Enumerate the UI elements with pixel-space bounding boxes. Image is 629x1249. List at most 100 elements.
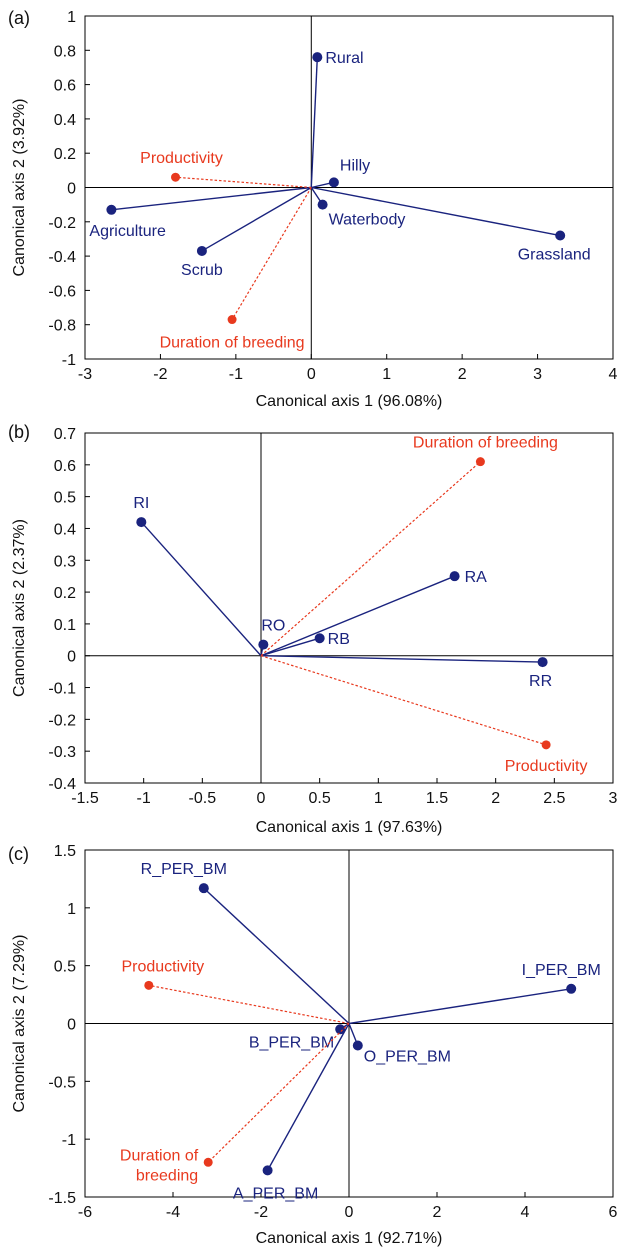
point-label: A_PER_BM	[233, 1185, 318, 1202]
point-label: Productivity	[121, 958, 204, 975]
data-point	[258, 639, 269, 650]
panel-label: (a)	[8, 8, 30, 28]
y-tick-label: -0.5	[48, 1074, 76, 1091]
point-label: RO	[261, 618, 285, 635]
x-tick-label: -2	[254, 1204, 268, 1221]
y-tick-label: 0.4	[54, 521, 76, 538]
point-label: B_PER_BM	[249, 1034, 334, 1051]
x-tick-label: 0.5	[309, 790, 331, 807]
y-axis-title: Canonical axis 2 (3.92%)	[11, 99, 28, 277]
x-axis-title: Canonical axis 1 (92.71%)	[256, 1230, 443, 1247]
species-vector	[260, 575, 455, 657]
y-tick-label: 0	[67, 1017, 76, 1034]
data-point	[198, 883, 209, 894]
environment-vector	[148, 984, 350, 1025]
point-label: Scrub	[181, 262, 223, 279]
species-vector	[311, 186, 561, 237]
y-tick-label: -0.2	[48, 215, 76, 232]
y-tick-label: 0.5	[54, 959, 76, 976]
x-tick-label: -4	[166, 1204, 180, 1221]
x-tick-label: 4	[609, 366, 618, 383]
point-label: Hilly	[340, 157, 370, 174]
point-label: Grassland	[518, 247, 591, 264]
y-tick-label: 1	[67, 9, 76, 26]
y-tick-label: -0.1	[48, 681, 76, 698]
y-tick-label: 1	[67, 901, 76, 918]
data-point	[449, 571, 460, 582]
species-vector	[140, 521, 262, 657]
panel-a: -3 -2 -1 0 1 2 3 4 -1 -0.8 -0.6 -0.4 -0.2 0 0.2 0.4 0.6 0…	[8, 8, 618, 410]
environment-vector	[207, 1023, 350, 1163]
x-tick-label: 1	[382, 366, 391, 383]
y-axis-title: Canonical axis 2 (2.37%)	[11, 519, 28, 697]
panel-b: -1.5 -1 -0.5 0 0.5 1 1.5 2 2.5 3 -0.4 -0.3 -0.2 -0.1 0…	[8, 422, 618, 836]
environment-vector	[260, 655, 547, 746]
y-tick-label: 0.1	[54, 617, 76, 634]
y-tick-label: 0	[67, 181, 76, 198]
data-point	[335, 1024, 346, 1035]
species-vector	[348, 988, 572, 1025]
point-label: O_PER_BM	[364, 1048, 451, 1065]
x-tick-label: -0.5	[189, 790, 217, 807]
plot-frame	[84, 432, 614, 784]
point-label: Duration of breeding	[413, 435, 558, 452]
environment-vector	[260, 461, 481, 657]
point-label: Duration of breeding	[120, 1147, 199, 1184]
point-label: Agriculture	[89, 223, 166, 240]
x-tick-label: -1.5	[71, 790, 99, 807]
point-label: R_PER_BM	[141, 861, 227, 878]
point-label: Productivity	[140, 150, 223, 167]
y-tick-label: 0.7	[54, 426, 76, 443]
data-point	[196, 245, 207, 256]
y-tick-label: -0.3	[48, 744, 76, 761]
y-tick-label: 0	[67, 649, 76, 666]
x-tick-label: -6	[78, 1204, 92, 1221]
point-label: RB	[328, 631, 350, 648]
x-tick-label: 3	[609, 790, 618, 807]
data-point	[537, 657, 548, 668]
y-axis-title: Canonical axis 2 (7.29%)	[11, 935, 28, 1113]
data-point	[106, 204, 117, 215]
y-tick-label: 0.5	[54, 490, 76, 507]
x-axis-title: Canonical axis 1 (97.63%)	[256, 819, 443, 836]
y-tick-label: 0.4	[54, 112, 76, 129]
x-tick-label: 1.5	[426, 790, 448, 807]
species-vector	[310, 57, 319, 188]
data-point	[203, 1157, 213, 1167]
x-tick-label: 0	[345, 1204, 354, 1221]
y-tick-label: -0.2	[48, 712, 76, 729]
x-tick-label: 2	[491, 790, 500, 807]
species-vector	[203, 887, 350, 1025]
panel-label: (c)	[8, 844, 29, 864]
environment-vector	[175, 176, 312, 189]
environment-vector	[231, 187, 312, 320]
data-point	[541, 740, 551, 750]
x-tick-label: -1	[137, 790, 151, 807]
panel-c: -6 -4 -2 0 2 4 6 -1.5 -1 -0.5 0 0.5 1 1.5 (c) Canonical…	[8, 843, 618, 1247]
species-vector	[260, 655, 543, 663]
point-label: RR	[529, 673, 552, 690]
species-vector	[201, 186, 312, 252]
x-tick-label: 2.5	[543, 790, 565, 807]
x-tick-label: -1	[229, 366, 243, 383]
data-point	[317, 199, 328, 210]
data-point	[171, 172, 181, 182]
data-point	[136, 517, 147, 528]
y-tick-label: 0.2	[54, 585, 76, 602]
y-tick-label: 0.2	[54, 146, 76, 163]
point-label: I_PER_BM	[522, 962, 601, 979]
point-label: Duration of breeding	[160, 335, 305, 352]
point-label-line: Duration of	[120, 1147, 199, 1164]
data-point	[144, 980, 154, 990]
x-tick-label: 2	[458, 366, 467, 383]
data-point	[352, 1040, 363, 1051]
species-vector	[260, 637, 320, 657]
x-tick-label: 4	[521, 1204, 530, 1221]
point-label: RI	[133, 495, 149, 512]
x-tick-label: 0	[257, 790, 266, 807]
x-tick-label: 6	[609, 1204, 618, 1221]
y-tick-label: 0.6	[54, 78, 76, 95]
data-point	[314, 633, 325, 644]
x-tick-label: -2	[153, 366, 167, 383]
